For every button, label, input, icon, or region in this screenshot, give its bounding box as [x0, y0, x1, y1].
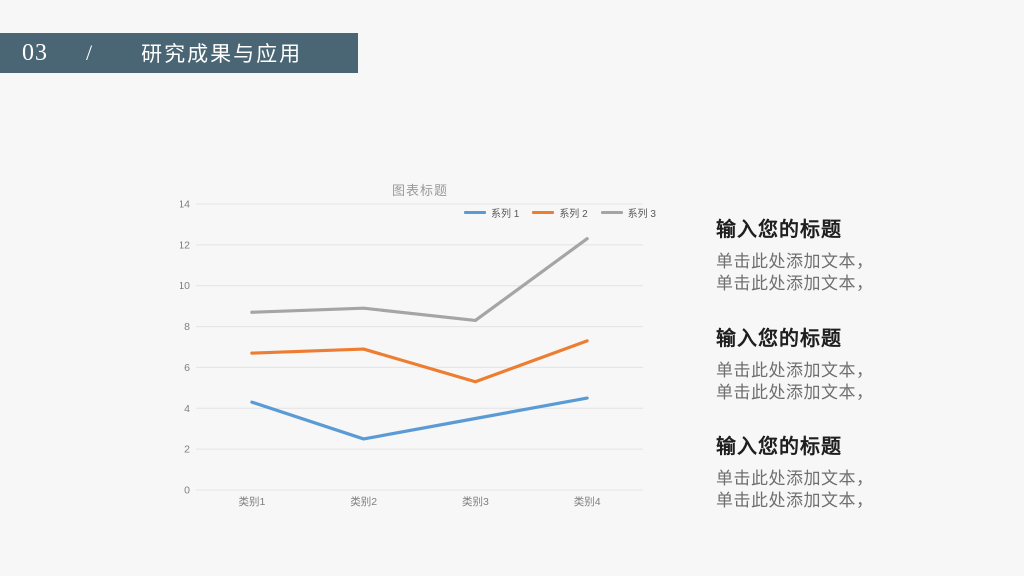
- text-block-line: 单击此处添加文本，: [716, 491, 874, 510]
- legend-item-series3: 系列 3: [600, 205, 656, 220]
- series3-line-swatch: [600, 211, 623, 214]
- section-separator: /: [86, 40, 93, 65]
- legend-item-series2: 系列 2: [532, 205, 588, 220]
- section-number: 03: [22, 39, 48, 66]
- chart-plot-area: 0 2 4 6 8 10 12 14 类别1 类别2 类别3 类别4: [180, 199, 643, 508]
- svg-text:类别3: 类别3: [462, 495, 489, 508]
- legend-item-series1: 系列 1: [463, 205, 520, 220]
- legend-label: 系列 2: [559, 209, 588, 220]
- svg-text:6: 6: [184, 362, 190, 374]
- svg-text:类别1: 类别1: [238, 495, 265, 508]
- svg-text:类别4: 类别4: [574, 495, 601, 508]
- svg-text:10: 10: [180, 280, 190, 292]
- series1-line-swatch: [463, 211, 486, 214]
- text-block-line: 单击此处添加文本，: [716, 361, 874, 380]
- svg-text:14: 14: [180, 199, 190, 211]
- svg-text:12: 12: [180, 239, 190, 251]
- svg-text:2: 2: [184, 444, 190, 456]
- series2-line-swatch: [532, 211, 555, 214]
- section-header-bar: 03 / 研究成果与应用: [0, 33, 358, 73]
- text-block-3: 输入您的标题 单击此处添加文本， 单击此处添加文本，: [716, 430, 946, 512]
- section-title: 研究成果与应用: [141, 42, 303, 66]
- text-block-heading: 输入您的标题: [716, 436, 842, 458]
- svg-text:8: 8: [184, 321, 190, 333]
- text-block-line: 单击此处添加文本，: [716, 252, 874, 271]
- text-block-2: 输入您的标题 单击此处添加文本， 单击此处添加文本，: [716, 322, 946, 404]
- svg-text:类别2: 类别2: [350, 495, 377, 508]
- text-block-line: 单击此处添加文本，: [716, 469, 874, 488]
- legend-label: 系列 1: [490, 209, 520, 220]
- stacked-line-chart: 0 2 4 6 8 10 12 14 类别1 类别2 类别3 类别4 图表标题 系列 1 系列 2 系…: [180, 175, 660, 515]
- text-block-heading: 输入您的标题: [716, 219, 842, 241]
- text-block-1: 输入您的标题 单击此处添加文本， 单击此处添加文本，: [716, 213, 946, 295]
- text-block-line: 单击此处添加文本，: [716, 274, 874, 293]
- chart-legend: 系列 1 系列 2 系列 3: [463, 205, 656, 220]
- text-block-heading: 输入您的标题: [716, 328, 842, 350]
- text-block-line: 单击此处添加文本，: [716, 383, 874, 402]
- svg-text:0: 0: [184, 485, 190, 497]
- svg-text:4: 4: [184, 403, 190, 415]
- chart-title: 图表标题: [391, 183, 448, 198]
- legend-label: 系列 3: [627, 209, 656, 220]
